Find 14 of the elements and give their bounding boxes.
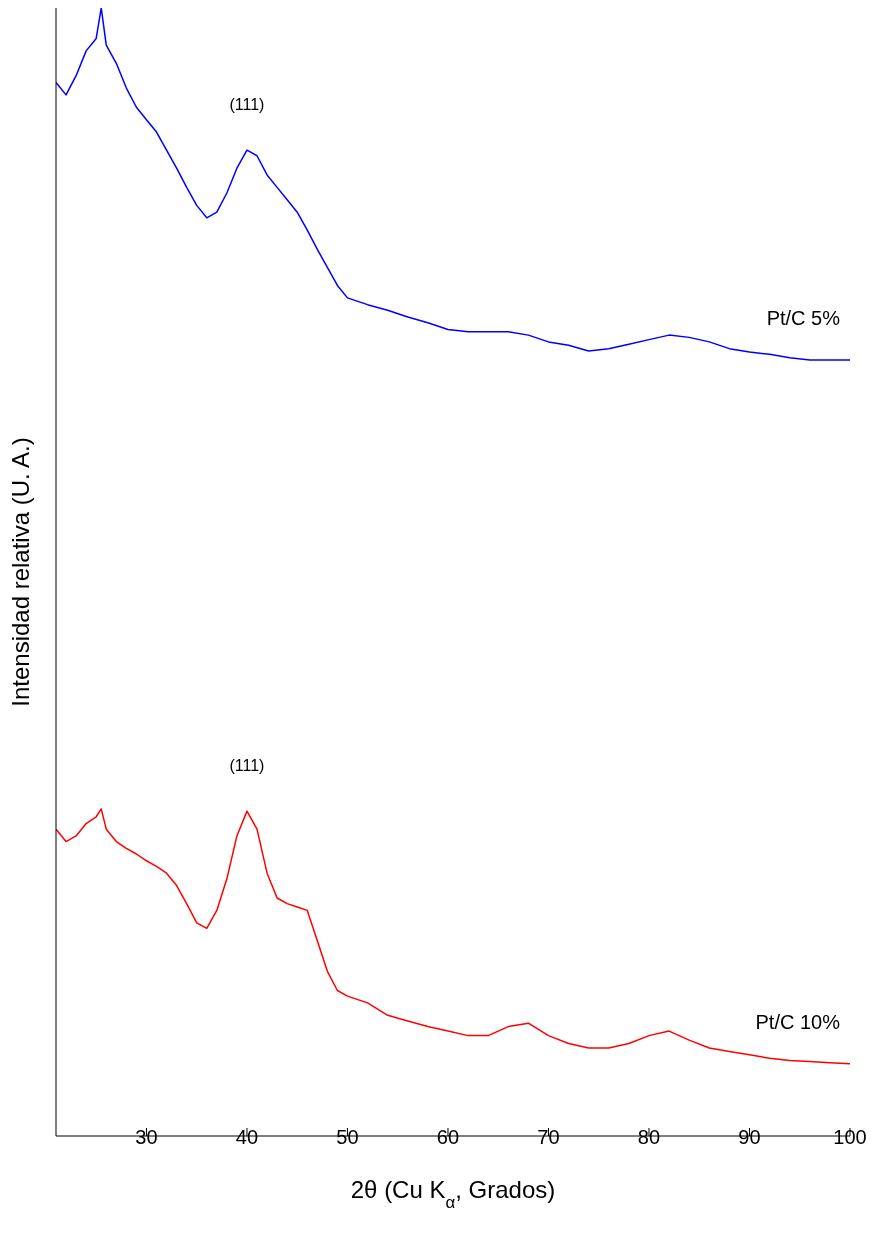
- y-axis-title: Intensidad relativa (U. A.): [6, 437, 34, 707]
- annotation: (111): [229, 96, 265, 114]
- x-tick-label: 90: [738, 1126, 761, 1149]
- annotation: (111): [229, 757, 265, 775]
- series-label: Pt/C 5%: [766, 306, 841, 329]
- x-tick-label: 100: [833, 1126, 867, 1149]
- x-axis-title: 2θ (Cu K$_{α}$, Grados): [350, 1176, 556, 1212]
- x-tick-label: 80: [637, 1126, 661, 1149]
- x-tick-label: 30: [135, 1126, 158, 1149]
- x-tick-label: 40: [235, 1126, 259, 1149]
- x-tick-label: 60: [436, 1126, 460, 1149]
- x-tick-label: 50: [336, 1126, 359, 1149]
- x-tick-label: 70: [537, 1126, 560, 1149]
- series-label: Pt/C 10%: [755, 1010, 841, 1033]
